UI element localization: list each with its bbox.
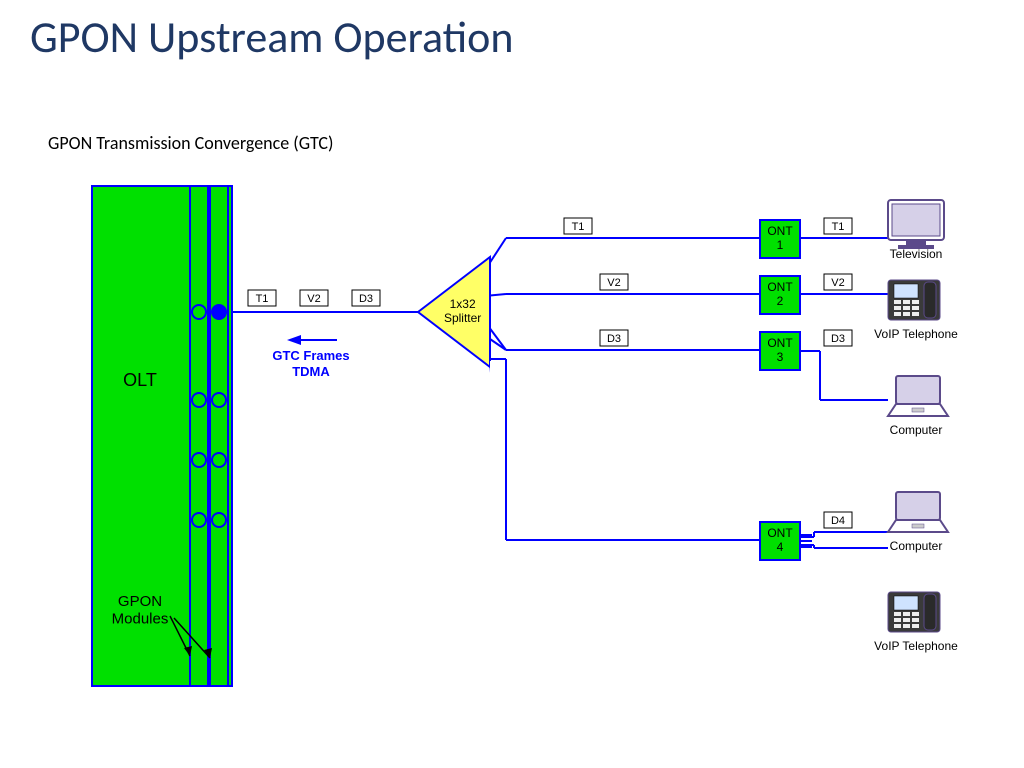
svg-text:T1: T1 bbox=[256, 293, 269, 305]
svg-text:Computer: Computer bbox=[890, 423, 943, 437]
ont-2: ONT2 bbox=[760, 276, 800, 314]
svg-text:D4: D4 bbox=[831, 515, 845, 527]
voip-phone-icon bbox=[888, 280, 940, 320]
svg-text:Computer: Computer bbox=[890, 539, 943, 553]
svg-text:V2: V2 bbox=[607, 277, 620, 289]
svg-text:T1: T1 bbox=[572, 221, 585, 233]
gpon-diagram: OLTGPONModules1x32SplitterT1V2D3GTC Fram… bbox=[0, 0, 1024, 768]
ont-3: ONT3 bbox=[760, 332, 800, 370]
svg-text:D3: D3 bbox=[359, 293, 373, 305]
svg-text:T1: T1 bbox=[832, 221, 845, 233]
laptop-icon bbox=[888, 492, 948, 532]
voip-phone-icon bbox=[888, 592, 940, 632]
svg-text:OLT: OLT bbox=[123, 370, 157, 390]
ont-4: ONT4 bbox=[760, 522, 800, 560]
svg-text:D3: D3 bbox=[831, 333, 845, 345]
svg-text:TDMA: TDMA bbox=[292, 364, 330, 379]
svg-text:V2: V2 bbox=[307, 293, 320, 305]
laptop-icon bbox=[888, 376, 948, 416]
svg-text:GPONModules: GPONModules bbox=[112, 593, 169, 627]
svg-text:V2: V2 bbox=[831, 277, 844, 289]
ont-1: ONT1 bbox=[760, 220, 800, 258]
svg-text:D3: D3 bbox=[607, 333, 621, 345]
television-icon bbox=[888, 200, 944, 249]
svg-text:GTC Frames: GTC Frames bbox=[272, 348, 349, 363]
svg-text:VoIP Telephone: VoIP Telephone bbox=[874, 639, 958, 653]
olt: OLT GPONModules bbox=[92, 186, 232, 686]
svg-text:Television: Television bbox=[890, 247, 943, 261]
svg-text:VoIP Telephone: VoIP Telephone bbox=[874, 327, 958, 341]
